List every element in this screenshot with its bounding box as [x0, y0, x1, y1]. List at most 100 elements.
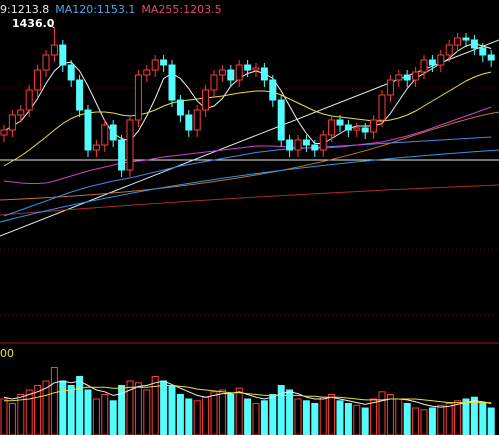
volume-bar — [126, 380, 134, 435]
volume-bar — [0, 398, 8, 435]
candle-body — [311, 144, 319, 151]
volume-bar — [218, 389, 226, 435]
legend: 9:1213.8 MA120:1153.1 MA255:1203.5 — [0, 3, 222, 16]
long-ma-line — [0, 111, 499, 201]
volume-bar — [92, 398, 100, 435]
volume-bar — [370, 398, 378, 435]
volume-bar — [302, 400, 310, 435]
volume-bar — [328, 394, 336, 435]
volume-bar — [193, 400, 201, 435]
volume-bar — [344, 403, 352, 435]
volume-bar — [470, 396, 478, 435]
candle-body — [151, 59, 159, 71]
candle-body — [328, 119, 336, 136]
volume-bar — [378, 391, 386, 435]
candle-body — [395, 74, 403, 81]
candle-body — [168, 64, 176, 101]
candle-body — [25, 89, 33, 111]
candle-body — [454, 37, 462, 46]
volume-ma-line — [4, 385, 492, 404]
candle-body — [479, 47, 487, 56]
volume-bar — [160, 380, 168, 435]
volume-bar — [235, 387, 243, 435]
volume-bar — [25, 389, 33, 435]
volume-bar — [319, 396, 327, 435]
volume-bar — [403, 403, 411, 435]
candle-body — [244, 64, 252, 71]
candle-body — [218, 69, 226, 76]
candle-body — [210, 74, 218, 91]
candle-body — [101, 124, 109, 146]
volume-bar — [76, 376, 84, 435]
volume-bar — [210, 391, 218, 435]
candle-body — [8, 114, 16, 131]
candle-body — [260, 67, 268, 81]
legend-entry: MA255:1203.5 — [141, 3, 221, 16]
volume-bar — [101, 394, 109, 435]
volume-bar — [428, 407, 436, 435]
candle-body — [470, 39, 478, 49]
volume-bar — [286, 389, 294, 435]
long-ma-line — [0, 149, 499, 223]
volume-bar — [151, 376, 159, 435]
volume-bar — [454, 400, 462, 435]
candle-body — [126, 119, 134, 171]
volume-bar — [109, 400, 117, 435]
price-panel: 1436.0 — [0, 17, 495, 217]
volume-bar — [487, 407, 495, 435]
candle-body — [59, 44, 67, 66]
volume-bar — [42, 380, 50, 435]
candle-body — [118, 139, 126, 171]
candle-body — [361, 127, 369, 133]
candle-body — [378, 94, 386, 121]
candle-body — [294, 139, 302, 151]
volume-bar — [361, 407, 369, 435]
candle-body — [319, 134, 327, 151]
volume-label: 00 — [0, 347, 14, 360]
candle-body — [202, 89, 210, 111]
candle-body — [34, 69, 42, 91]
volume-bar — [227, 394, 235, 435]
volume-bar — [17, 394, 25, 435]
candle-body — [235, 64, 243, 81]
candle-body — [109, 124, 117, 141]
volume-bar — [420, 409, 428, 435]
candle-body — [42, 54, 50, 71]
candle-body — [370, 119, 378, 133]
volume-bar — [244, 398, 252, 435]
volume-bar — [34, 385, 42, 435]
candle-body — [386, 79, 394, 96]
volume-bar — [260, 400, 268, 435]
candle-body — [336, 119, 344, 126]
volume-bar — [445, 403, 453, 435]
candle-body — [462, 37, 470, 41]
volume-bar — [143, 389, 151, 435]
legend-entry: 9:1213.8 — [0, 3, 49, 16]
volume-bar — [118, 385, 126, 435]
ma-line — [3, 106, 492, 184]
volume-bar — [252, 403, 260, 435]
volume-bar — [59, 380, 67, 435]
legend-entry: MA120:1153.1 — [55, 3, 135, 16]
candle-body — [344, 124, 352, 131]
candle-body — [143, 69, 151, 76]
candle-body — [302, 139, 310, 146]
candle-body — [353, 127, 361, 131]
volume-bar — [462, 398, 470, 435]
candle-body — [17, 109, 25, 116]
candle-body — [67, 64, 75, 81]
candle-body — [50, 44, 58, 56]
candle-body — [76, 79, 84, 111]
volume-bar — [311, 403, 319, 435]
volume-bar — [176, 394, 184, 435]
candle-body — [269, 79, 277, 101]
volume-bar — [353, 404, 361, 435]
candle-body — [286, 139, 294, 151]
volume-bar — [412, 407, 420, 435]
volume-bar — [67, 385, 75, 435]
candle-body — [277, 99, 285, 141]
candle-body — [252, 67, 260, 71]
volume-bar — [437, 404, 445, 435]
ma-line — [3, 136, 492, 217]
